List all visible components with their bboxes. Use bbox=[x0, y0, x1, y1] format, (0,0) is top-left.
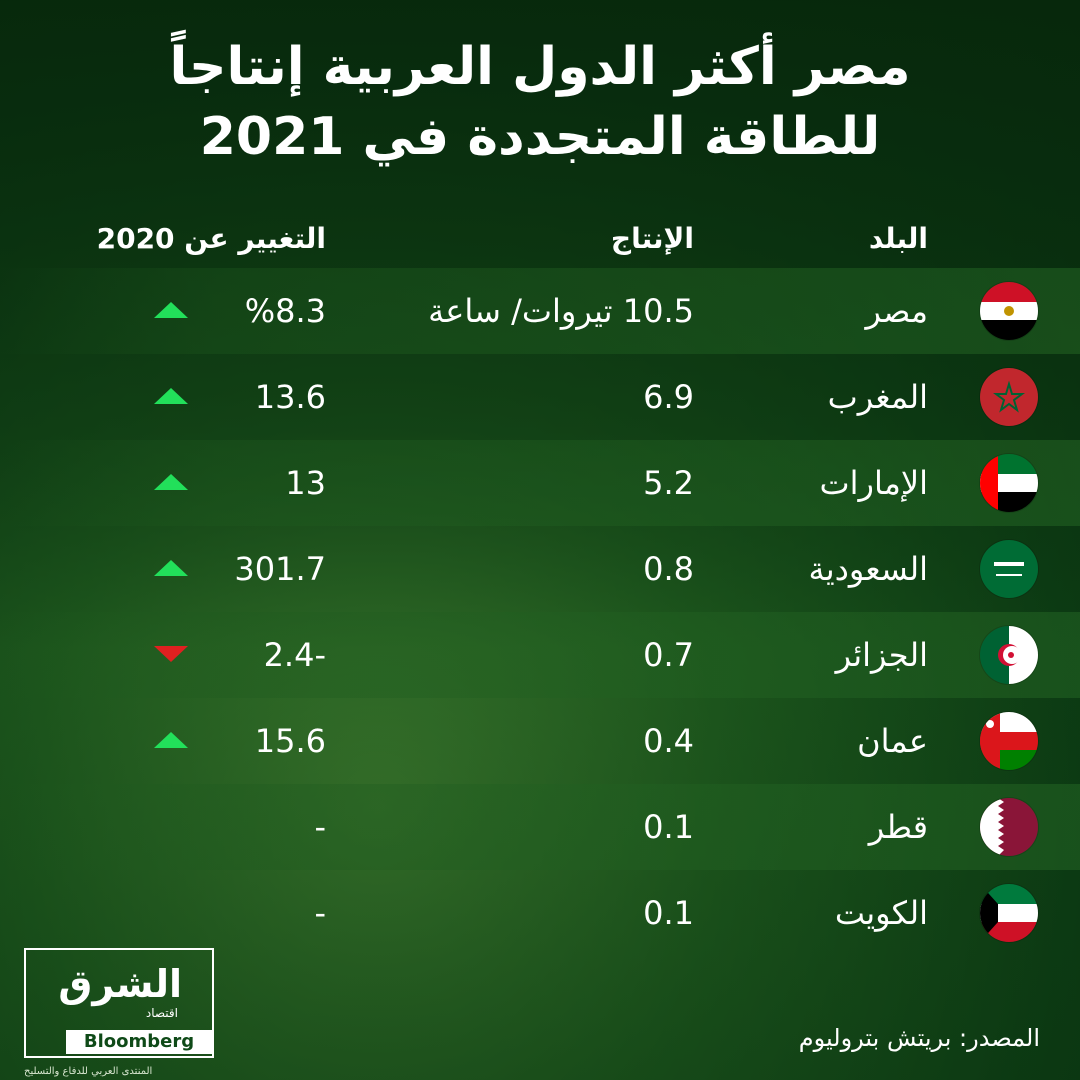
production-value: 0.1 bbox=[643, 808, 694, 846]
asharq-logo: الشرق اقتصاد Bloomberg bbox=[24, 948, 214, 1058]
change-value: %8.3 bbox=[244, 292, 326, 330]
bloomberg-label: Bloomberg bbox=[66, 1030, 212, 1054]
table-row: عمان 0.4 15.6 bbox=[0, 698, 1080, 784]
production-value: 0.8 bbox=[643, 550, 694, 588]
change-value: -2.4 bbox=[263, 636, 326, 674]
up-arrow-icon bbox=[154, 732, 188, 748]
table-row: الكويت 0.1 - bbox=[0, 870, 1080, 956]
egypt-flag-icon bbox=[980, 282, 1038, 340]
change-value: 301.7 bbox=[234, 550, 326, 588]
header-production: الإنتاج bbox=[610, 222, 694, 255]
source-note: المصدر: بريتش بتروليوم bbox=[798, 1024, 1040, 1052]
header-country: البلد bbox=[868, 222, 928, 255]
production-value: 0.7 bbox=[643, 636, 694, 674]
up-arrow-icon bbox=[154, 388, 188, 404]
country-name: عمان bbox=[857, 722, 928, 760]
logo-main-text: الشرق bbox=[58, 962, 182, 1006]
change-value: - bbox=[314, 808, 326, 846]
oman-flag-icon bbox=[980, 712, 1038, 770]
morocco-flag-icon bbox=[980, 368, 1038, 426]
production-value: 6.9 bbox=[643, 378, 694, 416]
kuwait-flag-icon bbox=[980, 884, 1038, 942]
country-name: المغرب bbox=[827, 378, 928, 416]
country-name: السعودية bbox=[808, 550, 928, 588]
header-change: التغيير عن 2020 bbox=[96, 222, 326, 255]
change-value: - bbox=[314, 894, 326, 932]
up-arrow-icon bbox=[154, 474, 188, 490]
table-row: مصر 10.5 تيروات/ ساعة %8.3 bbox=[0, 268, 1080, 354]
table-row: السعودية 0.8 301.7 bbox=[0, 526, 1080, 612]
change-value: 13 bbox=[285, 464, 326, 502]
production-value: 10.5 تيروات/ ساعة bbox=[428, 292, 694, 330]
change-value: 15.6 bbox=[254, 722, 326, 760]
algeria-flag-icon bbox=[980, 626, 1038, 684]
table-row: الجزائر 0.7 -2.4 bbox=[0, 612, 1080, 698]
table-row: المغرب 6.9 13.6 bbox=[0, 354, 1080, 440]
country-name: قطر bbox=[868, 808, 928, 846]
saudi-flag-icon bbox=[980, 540, 1038, 598]
uae-flag-icon bbox=[980, 454, 1038, 512]
country-name: الإمارات bbox=[819, 464, 929, 502]
country-name: الكويت bbox=[834, 894, 928, 932]
down-arrow-icon bbox=[154, 646, 188, 662]
page-title-line1: مصر أكثر الدول العربية إنتاجاً bbox=[169, 37, 911, 97]
qatar-flag-icon bbox=[980, 798, 1038, 856]
production-value: 0.1 bbox=[643, 894, 694, 932]
production-value: 0.4 bbox=[643, 722, 694, 760]
logo-sub-text: اقتصاد bbox=[145, 1006, 178, 1020]
page-title-line2: للطاقة المتجددة في 2021 bbox=[199, 107, 881, 167]
watermark-text: المنتدى العربي للدفاع والتسليح bbox=[24, 1066, 153, 1077]
country-name: مصر bbox=[865, 292, 928, 330]
up-arrow-icon bbox=[154, 560, 188, 576]
table-row: قطر 0.1 - bbox=[0, 784, 1080, 870]
table-row: الإمارات 5.2 13 bbox=[0, 440, 1080, 526]
production-value: 5.2 bbox=[643, 464, 694, 502]
change-value: 13.6 bbox=[254, 378, 326, 416]
up-arrow-icon bbox=[154, 302, 188, 318]
country-name: الجزائر bbox=[835, 636, 928, 674]
